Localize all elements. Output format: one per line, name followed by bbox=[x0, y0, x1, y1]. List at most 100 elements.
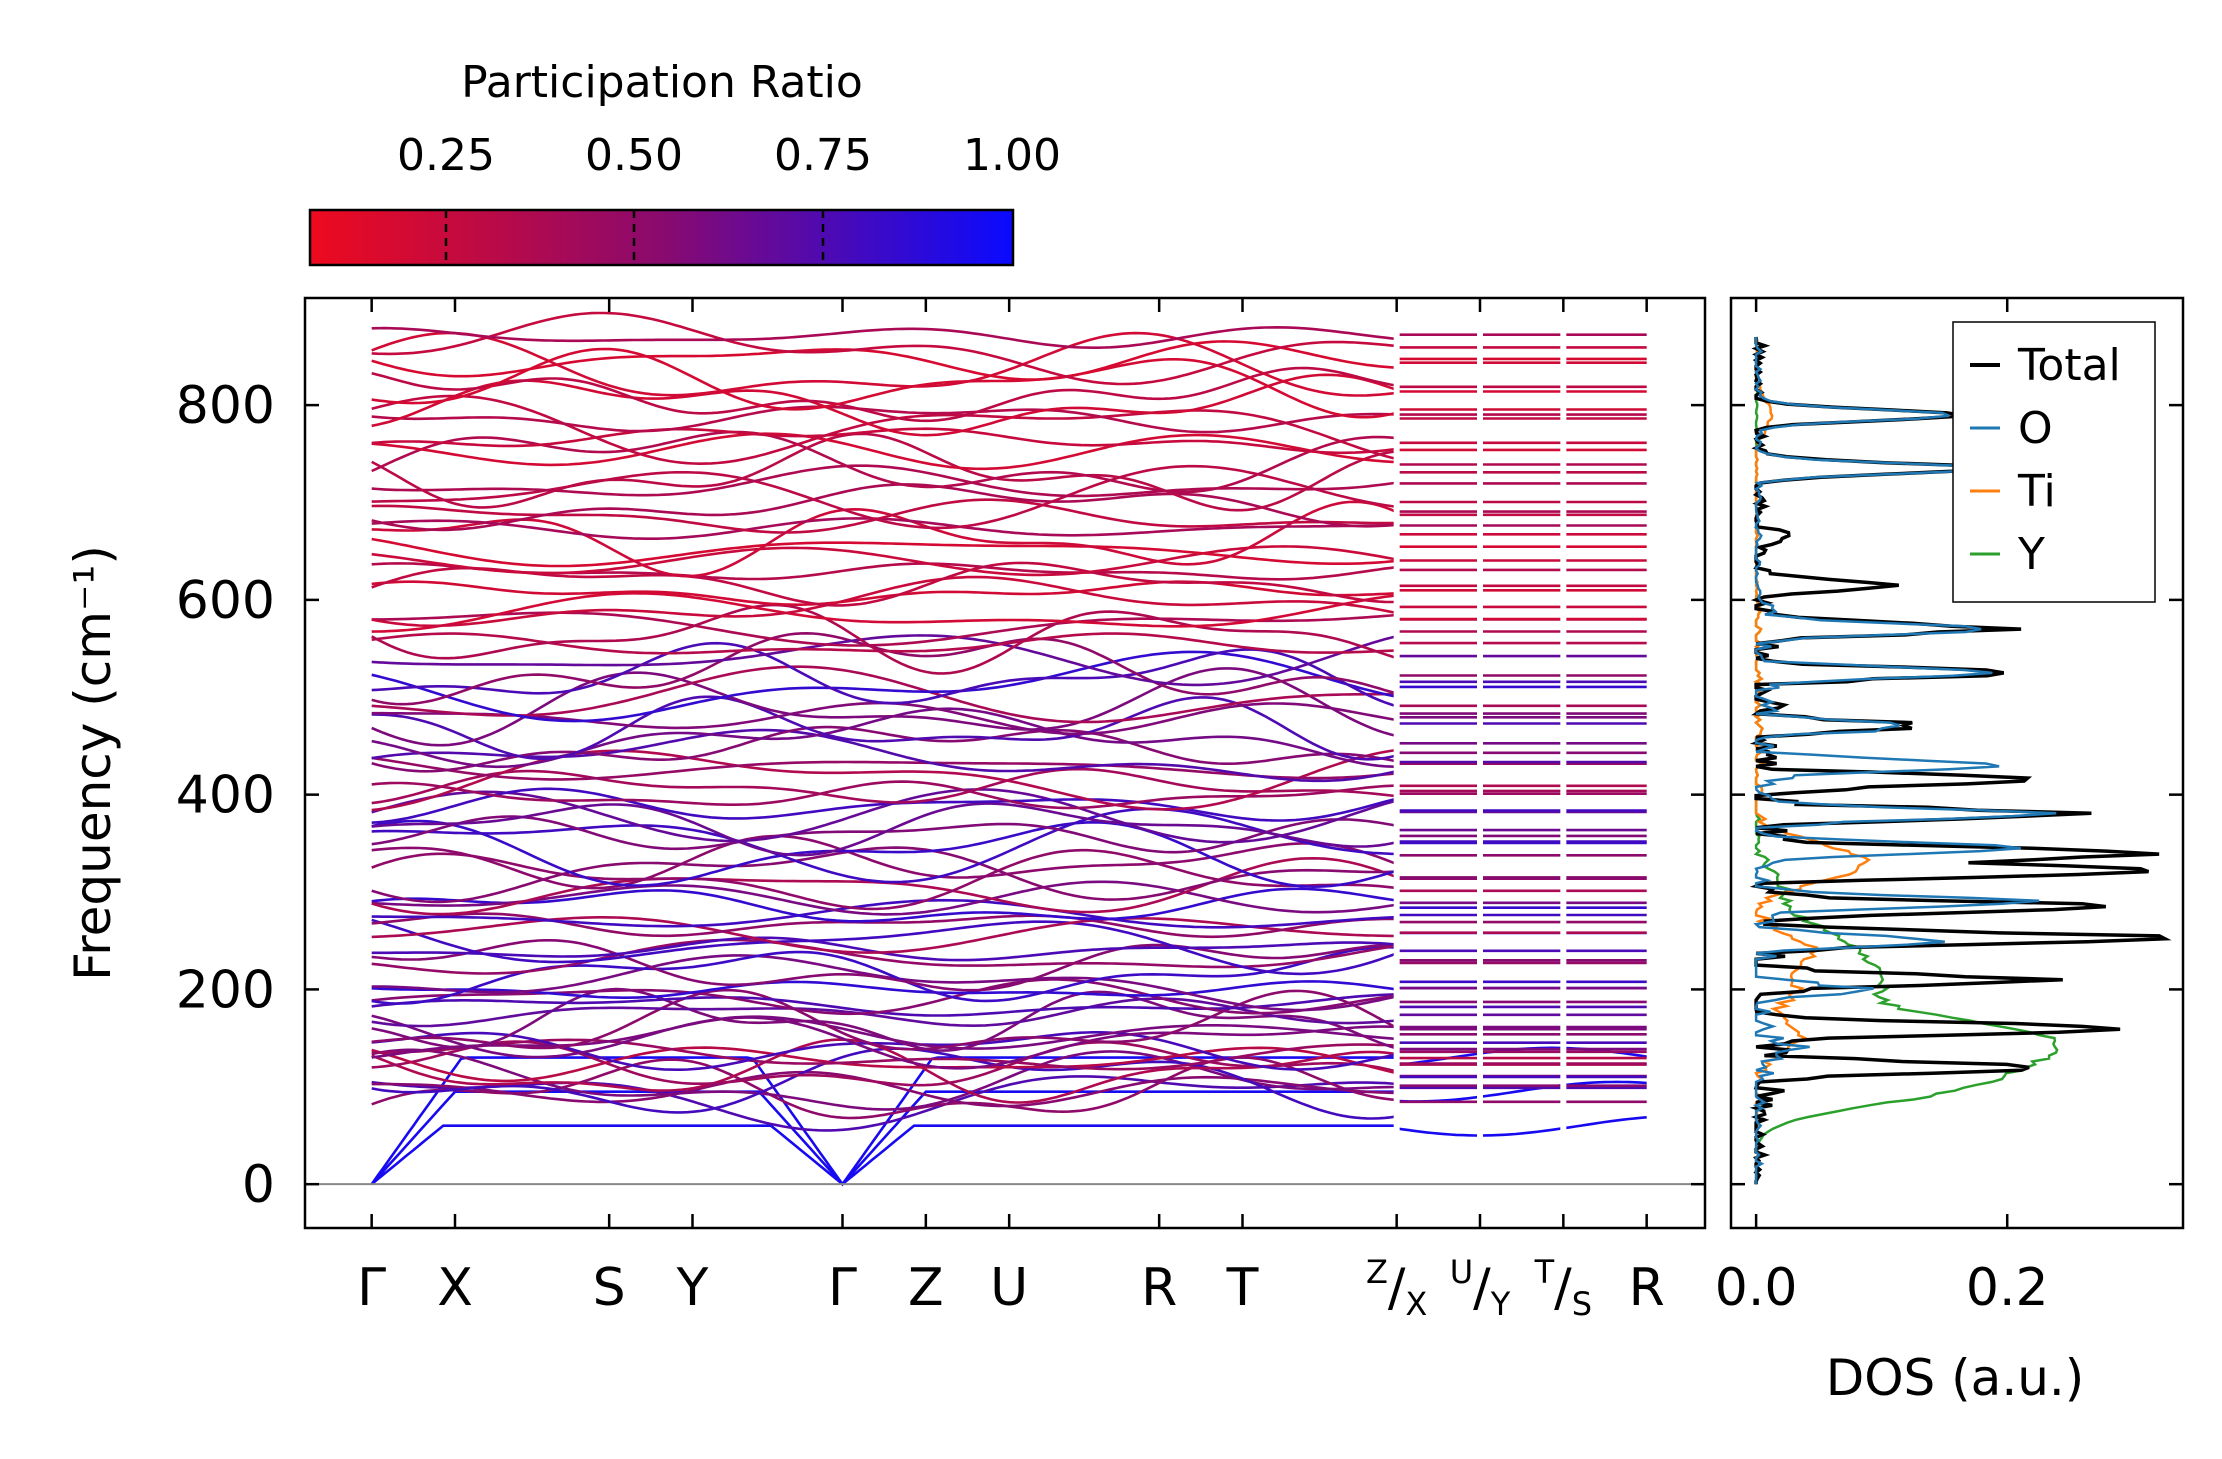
band-line bbox=[371, 641, 1398, 708]
band-line bbox=[370, 1090, 1397, 1187]
band-line bbox=[371, 366, 1397, 423]
band-line bbox=[371, 767, 1397, 805]
band-line bbox=[371, 880, 1397, 916]
band-line bbox=[1563, 1080, 1647, 1087]
dos-x-tick-label: 0.0 bbox=[1715, 1258, 1798, 1318]
band-line bbox=[371, 980, 1397, 999]
y-tick-label: 600 bbox=[176, 571, 275, 631]
band-plot-frame bbox=[303, 296, 1707, 1230]
dos-lines bbox=[1749, 336, 2172, 1185]
x-tick-label: Z/X bbox=[1366, 1253, 1427, 1323]
x-tick-label: R bbox=[1629, 1258, 1665, 1318]
dos-x-tick-label: 0.2 bbox=[1966, 1258, 2049, 1318]
band-line bbox=[371, 707, 1397, 769]
band-line bbox=[371, 575, 1397, 628]
band-line bbox=[371, 432, 1397, 512]
band-line bbox=[371, 887, 1397, 923]
band-line bbox=[371, 1040, 1397, 1087]
band-line bbox=[371, 340, 1397, 381]
x-tick-label: T bbox=[1226, 1258, 1259, 1318]
band-line bbox=[371, 517, 1397, 540]
band-line bbox=[371, 537, 1397, 568]
band-line bbox=[371, 650, 1397, 723]
band-line bbox=[370, 1124, 1397, 1186]
band-line bbox=[371, 848, 1397, 911]
dos-x-axis-title: DOS (a.u.) bbox=[1826, 1349, 2085, 1407]
band-line bbox=[371, 1016, 1397, 1070]
band-line bbox=[371, 427, 1397, 455]
x-tick-label: S bbox=[593, 1258, 626, 1318]
band-line bbox=[371, 665, 1397, 724]
band-line bbox=[371, 430, 1397, 494]
band-line bbox=[371, 1038, 1397, 1104]
dos-line-o bbox=[1752, 337, 2057, 1185]
y-tick-label: 400 bbox=[176, 766, 275, 826]
band-line bbox=[371, 728, 1397, 783]
band-line bbox=[371, 591, 1397, 633]
band-line bbox=[371, 311, 1397, 386]
band-line bbox=[371, 580, 1397, 606]
band-line bbox=[371, 997, 1397, 1028]
band-line bbox=[371, 325, 1397, 349]
colorbar bbox=[308, 208, 1015, 267]
band-line bbox=[371, 1046, 1397, 1083]
band-line bbox=[371, 483, 1397, 532]
dos-plot-frame bbox=[1729, 296, 2185, 1230]
y-tick-label: 0 bbox=[242, 1155, 275, 1215]
band-line bbox=[371, 787, 1398, 824]
band-line bbox=[371, 756, 1397, 781]
legend-label-ti: Ti bbox=[2017, 466, 2056, 517]
band-line bbox=[371, 725, 1397, 773]
band-line bbox=[371, 1031, 1397, 1071]
colorbar-tick-marks bbox=[444, 210, 825, 265]
x-tick-label: Γ bbox=[828, 1258, 857, 1318]
band-line bbox=[371, 918, 1398, 976]
band-line bbox=[371, 987, 1398, 1052]
band-line bbox=[371, 331, 1397, 397]
band-line bbox=[371, 464, 1397, 498]
x-tick-label: Y bbox=[676, 1258, 709, 1318]
y-tick-label: 200 bbox=[176, 960, 275, 1020]
band-line bbox=[371, 912, 1397, 939]
colorbar-tick-label: 0.50 bbox=[585, 130, 683, 181]
legend: Total O Ti Y bbox=[1952, 321, 2156, 603]
colorbar-tick-label: 0.25 bbox=[397, 130, 495, 181]
band-line bbox=[371, 561, 1397, 607]
x-tick-label: U/Y bbox=[1450, 1253, 1511, 1323]
band-line bbox=[371, 807, 1397, 884]
legend-label-total: Total bbox=[2017, 340, 2121, 391]
band-line bbox=[371, 405, 1397, 434]
x-tick-label: X bbox=[437, 1258, 473, 1318]
y-tick-label: 800 bbox=[176, 376, 275, 436]
band-line bbox=[371, 394, 1397, 466]
band-line bbox=[371, 667, 1397, 747]
band-line bbox=[371, 632, 1397, 655]
band-line bbox=[371, 500, 1398, 578]
legend-label-o: O bbox=[2018, 403, 2053, 454]
band-line bbox=[1563, 1116, 1647, 1130]
band-line bbox=[371, 898, 1397, 929]
band-line bbox=[371, 780, 1397, 810]
band-line bbox=[371, 432, 1397, 471]
band-line bbox=[371, 788, 1398, 844]
band-line bbox=[371, 939, 1397, 992]
colorbar-tick-labels: 0.25 0.50 0.75 1.00 bbox=[397, 130, 1061, 181]
colorbar-tick-label: 1.00 bbox=[963, 130, 1061, 181]
band-line bbox=[371, 634, 1398, 687]
band-line bbox=[371, 802, 1397, 857]
band-line bbox=[371, 938, 1397, 975]
x-tick-label: T/S bbox=[1534, 1253, 1592, 1323]
dos-axes: 0.0 0.2 bbox=[1715, 298, 2183, 1318]
x-tick-label: R bbox=[1141, 1258, 1177, 1318]
band-line bbox=[371, 819, 1398, 889]
colorbar-title: Participation Ratio bbox=[461, 57, 863, 108]
legend-label-y: Y bbox=[2017, 529, 2045, 580]
band-lines bbox=[370, 300, 1647, 1226]
band-line bbox=[1396, 1127, 1480, 1137]
band-line bbox=[371, 603, 1398, 675]
band-line bbox=[371, 373, 1398, 437]
x-tick-label: U bbox=[990, 1258, 1028, 1318]
